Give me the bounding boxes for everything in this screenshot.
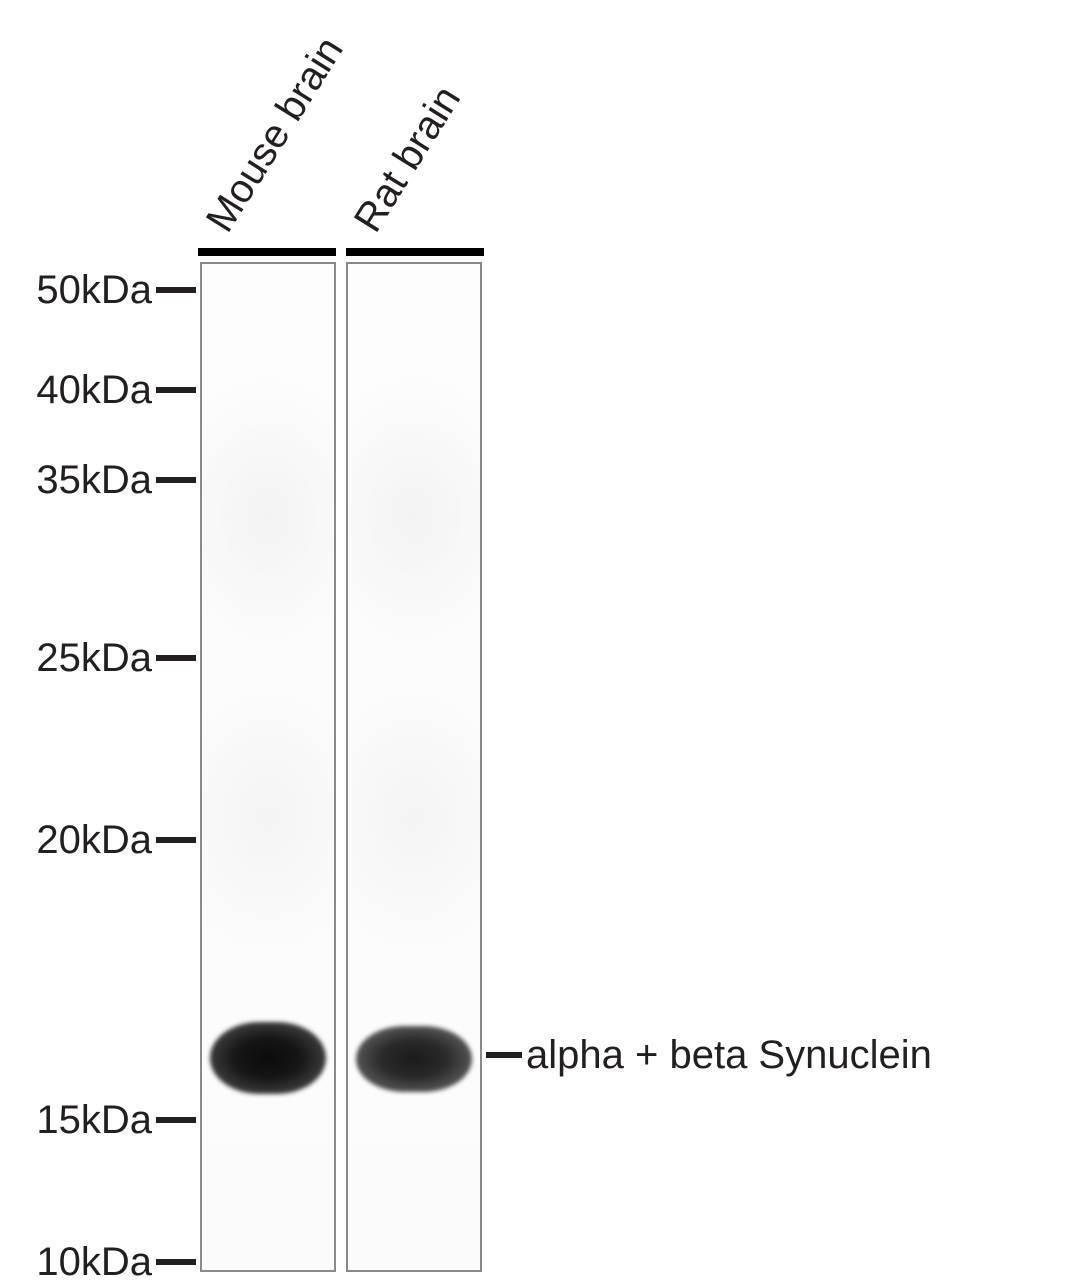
lane-label-mouse-brain: Mouse brain <box>198 29 353 240</box>
mw-tick-35 <box>156 477 196 483</box>
western-blot-figure: Mouse brain Rat brain 50kDa 40kDa 35kDa … <box>0 0 1080 1285</box>
mw-label-40: 40kDa <box>36 368 152 413</box>
band-mouse-brain <box>210 1022 326 1094</box>
mw-tick-20 <box>156 837 196 843</box>
lane-underline-mouse-brain <box>198 248 336 256</box>
mw-tick-15 <box>156 1117 196 1123</box>
mw-tick-40 <box>156 387 196 393</box>
mw-tick-25 <box>156 655 196 661</box>
annotation-label: alpha + beta Synuclein <box>526 1033 932 1078</box>
band-rat-brain <box>356 1026 472 1092</box>
lane-label-rat-brain: Rat brain <box>346 79 470 240</box>
mw-label-50: 50kDa <box>36 268 152 313</box>
lane-rat-brain <box>346 262 482 1272</box>
mw-tick-50 <box>156 287 196 293</box>
mw-label-25: 25kDa <box>36 636 152 681</box>
mw-label-15: 15kDa <box>36 1098 152 1143</box>
mw-label-10: 10kDa <box>36 1240 152 1285</box>
lane-underline-rat-brain <box>346 248 484 256</box>
mw-label-35: 35kDa <box>36 458 152 503</box>
mw-tick-10 <box>156 1259 196 1265</box>
mw-label-20: 20kDa <box>36 818 152 863</box>
lane-mouse-brain <box>200 262 336 1272</box>
annotation-tick <box>486 1052 522 1058</box>
